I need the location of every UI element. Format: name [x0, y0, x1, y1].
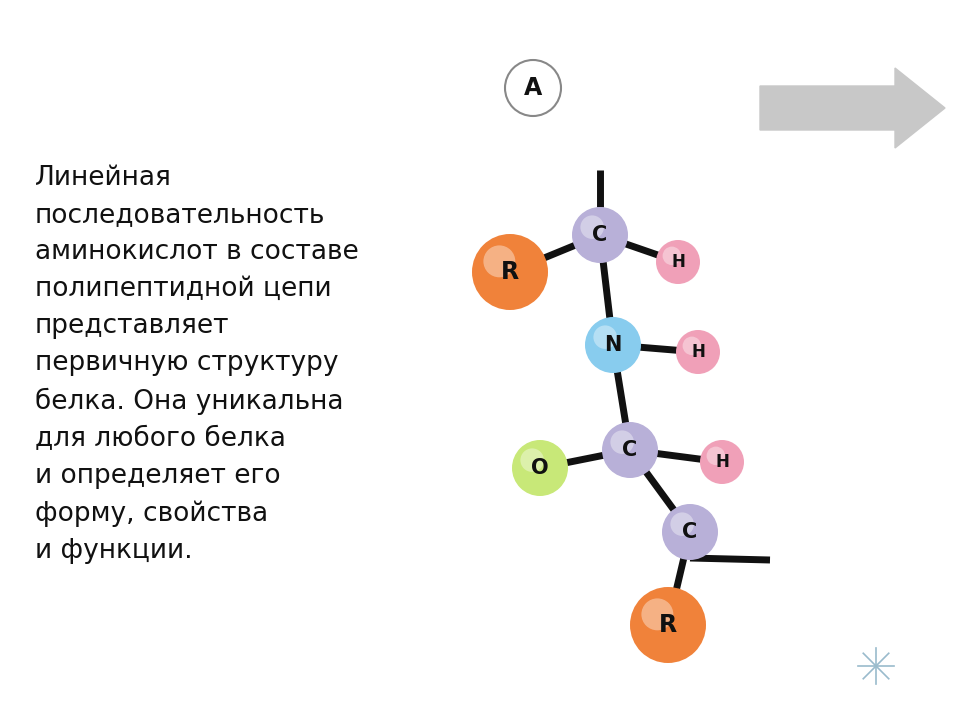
Circle shape — [683, 336, 701, 355]
Circle shape — [512, 440, 568, 496]
Polygon shape — [760, 68, 945, 148]
Text: C: C — [683, 522, 698, 542]
Text: H: H — [715, 453, 729, 471]
Text: C: C — [622, 440, 637, 460]
Circle shape — [602, 422, 658, 478]
Circle shape — [630, 587, 706, 663]
Text: R: R — [501, 260, 519, 284]
Text: A: A — [524, 76, 542, 100]
Circle shape — [656, 240, 700, 284]
Circle shape — [585, 317, 641, 373]
Text: Линейная
последовательность
аминокислот в составе
полипептидной цепи
представляе: Линейная последовательность аминокислот … — [35, 165, 359, 564]
Circle shape — [581, 215, 604, 239]
Circle shape — [707, 446, 725, 465]
Circle shape — [641, 598, 673, 630]
Circle shape — [593, 325, 617, 349]
Circle shape — [611, 431, 634, 454]
Circle shape — [676, 330, 720, 374]
Circle shape — [662, 504, 718, 560]
Text: C: C — [592, 225, 608, 245]
Circle shape — [484, 246, 516, 277]
Text: H: H — [671, 253, 684, 271]
Text: H: H — [691, 343, 705, 361]
Circle shape — [670, 513, 694, 536]
Text: R: R — [659, 613, 677, 637]
Circle shape — [472, 234, 548, 310]
Circle shape — [505, 60, 561, 116]
Circle shape — [700, 440, 744, 484]
Circle shape — [520, 449, 544, 472]
Circle shape — [662, 246, 681, 265]
Text: N: N — [604, 335, 622, 355]
Circle shape — [572, 207, 628, 263]
Text: O: O — [531, 458, 549, 478]
